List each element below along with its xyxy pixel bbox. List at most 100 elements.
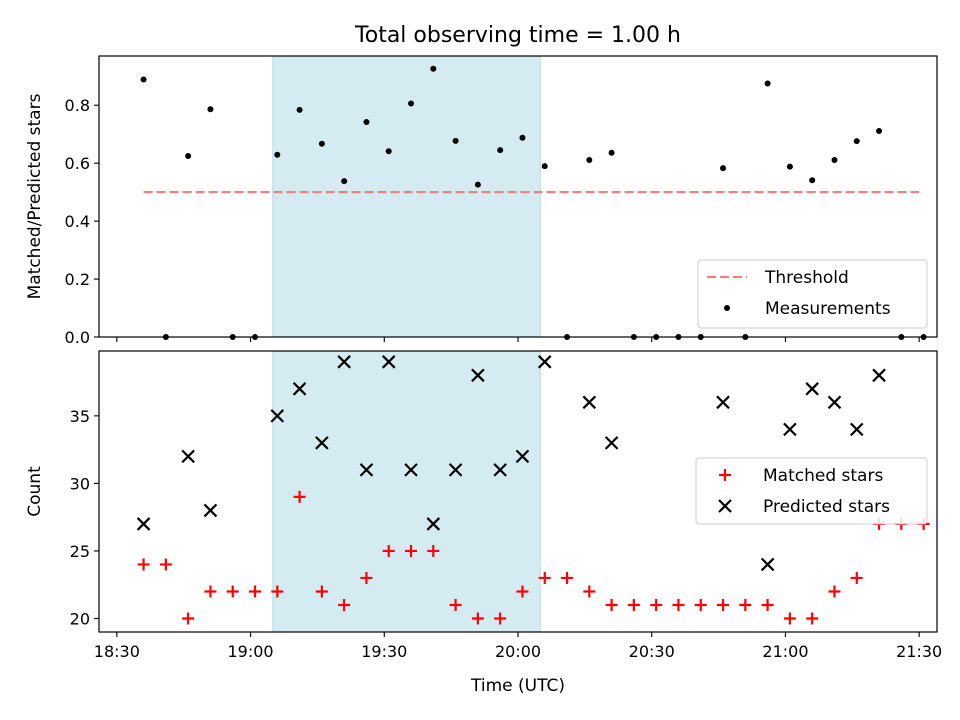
matched-stars-marker	[382, 544, 395, 557]
predicted-stars-marker	[292, 382, 307, 396]
predicted-stars-marker	[471, 368, 485, 383]
matched-stars-marker	[293, 490, 306, 503]
legend-matched-swatch	[719, 469, 731, 481]
legend-label: Threshold	[764, 268, 849, 288]
matched-stars-marker	[538, 571, 551, 584]
measurement-point	[408, 100, 415, 107]
matched-stars-marker	[583, 585, 596, 598]
predicted-stars-marker	[716, 395, 730, 410]
predicted-stars-marker	[582, 395, 597, 410]
measurement-point	[430, 65, 437, 72]
measurement-point	[876, 128, 883, 135]
measurement-point	[720, 165, 727, 172]
measurement-point	[341, 178, 348, 185]
predicted-stars-marker	[359, 463, 374, 477]
legend-box	[697, 259, 928, 329]
matched-stars-marker	[739, 598, 752, 611]
matched-stars-marker	[360, 571, 373, 584]
x-tick-label: 21:30	[896, 642, 942, 661]
legend-predicted-swatch	[718, 499, 732, 513]
matched-stars-marker	[783, 612, 796, 625]
y-tick-label: 30	[70, 474, 90, 493]
ratio-panel: 0.0 0.2 0.4 0.6 0.8 Matched/Predicted stars Th…	[25, 55, 938, 347]
measurement-point	[140, 76, 147, 83]
measurement-point	[318, 140, 325, 147]
y-tick-label: 35	[70, 407, 90, 426]
matched-stars-marker	[471, 612, 484, 625]
x-axis-label: Time (UTC)	[470, 676, 565, 696]
y-axis-label: Count	[25, 466, 45, 517]
measurement-point	[853, 138, 860, 145]
matched-stars-marker	[204, 585, 217, 598]
predicted-stars-marker	[760, 557, 775, 572]
predicted-stars-marker	[537, 355, 552, 369]
predicted-stars-marker	[136, 517, 151, 531]
measurement-point	[608, 149, 615, 156]
predicted-stars-marker	[448, 463, 463, 477]
predicted-stars-marker	[337, 355, 351, 369]
predicted-stars-marker	[181, 449, 195, 464]
matched-stars-marker	[271, 585, 284, 598]
matched-stars-marker	[806, 612, 819, 625]
measurement-point	[497, 147, 504, 154]
matched-stars-marker	[494, 612, 507, 625]
predicted-stars-marker	[849, 422, 864, 437]
y-tick-label: 0.4	[65, 212, 90, 231]
legend-label: Predicted stars	[763, 497, 890, 517]
observing-window-span	[272, 350, 541, 633]
predicted-stars-marker	[315, 436, 329, 450]
matched-stars-marker	[405, 544, 418, 557]
predicted-stars-marker	[404, 463, 418, 477]
measurement-point	[363, 119, 370, 126]
predicted-stars-marker	[270, 409, 285, 423]
predicted-stars-marker	[872, 368, 886, 383]
predicted-stars-marker	[783, 422, 797, 437]
x-tick-label: 19:30	[361, 642, 407, 661]
matched-stars-marker	[137, 558, 150, 571]
matched-stars-marker	[650, 598, 663, 611]
figure-title: Total observing time = 1.00 h	[354, 23, 681, 48]
measurement-point	[274, 151, 281, 158]
matched-stars-marker	[226, 585, 239, 598]
predicted-stars-marker	[805, 382, 819, 396]
count-panel: 20 25 30 35 18:30 19:00 19:30 20:00 20:30 21:00 21…	[25, 350, 942, 696]
measurement-point	[586, 156, 593, 163]
matched-stars-marker	[828, 585, 841, 598]
matched-stars-marker	[694, 598, 707, 611]
x-tick-label: 18:30	[94, 642, 140, 661]
matched-stars-marker	[717, 598, 730, 611]
matched-stars-marker	[449, 598, 462, 611]
x-tick-label: 21:00	[762, 642, 808, 661]
measurement-point	[541, 163, 548, 170]
measurement-point	[809, 177, 816, 184]
legend-label: Measurements	[765, 299, 891, 319]
measurement-point	[831, 156, 838, 163]
matched-stars-marker	[315, 585, 328, 598]
y-tick-label: 25	[70, 542, 90, 561]
predicted-stars-marker	[203, 503, 218, 518]
legend-measurement-swatch	[724, 305, 730, 311]
measurement-point	[764, 80, 771, 87]
matched-stars-marker	[605, 598, 618, 611]
x-tick-label: 20:00	[495, 642, 541, 661]
predicted-stars-marker	[426, 517, 441, 531]
legend-box	[695, 457, 928, 525]
matched-stars-marker	[627, 598, 640, 611]
measurement-point	[385, 148, 392, 155]
y-tick-label: 0.8	[65, 96, 90, 115]
y-tick-label: 20	[70, 609, 90, 628]
y-axis-label: Matched/Predicted stars	[25, 93, 45, 299]
legend-label: Matched stars	[763, 466, 883, 486]
measurement-point	[474, 181, 481, 188]
predicted-stars-marker	[381, 355, 396, 369]
measurement-point	[452, 137, 459, 144]
observing-window-span	[272, 55, 541, 338]
predicted-stars-marker	[493, 463, 507, 477]
predicted-stars-marker	[515, 449, 530, 464]
predicted-stars-marker	[604, 436, 619, 450]
matched-stars-marker	[561, 571, 574, 584]
x-tick-label: 19:00	[227, 642, 273, 661]
matched-stars-marker	[427, 544, 440, 557]
matched-stars-marker	[761, 598, 774, 611]
